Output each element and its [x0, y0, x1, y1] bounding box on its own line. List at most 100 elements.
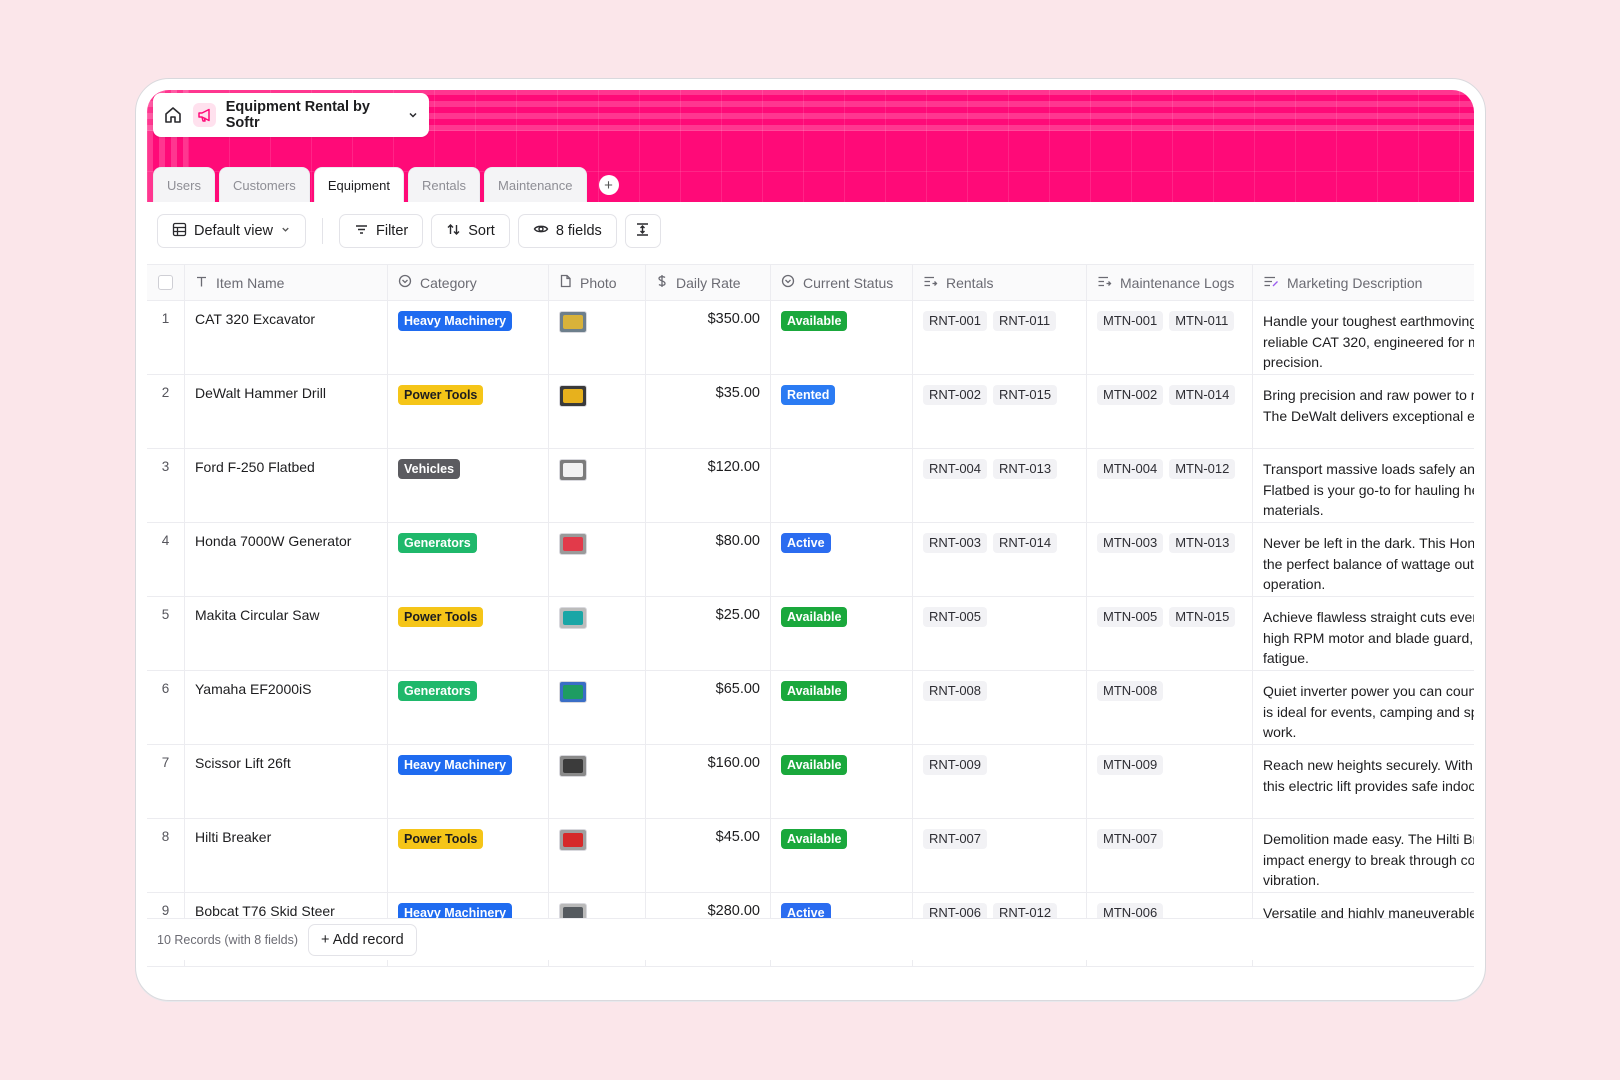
maintenance-link-chip[interactable]: MTN-014 — [1169, 385, 1236, 405]
rental-link-chip[interactable]: RNT-015 — [993, 385, 1058, 405]
rental-link-chip[interactable]: RNT-007 — [923, 829, 988, 849]
status-cell[interactable]: Available — [771, 671, 913, 744]
rental-link-chip[interactable]: RNT-002 — [923, 385, 988, 405]
table-row[interactable]: 5 Makita Circular Saw Power Tools $25.00 Ava… — [147, 597, 1474, 671]
fields-button[interactable]: 8 fields — [517, 214, 617, 248]
photo-cell[interactable] — [549, 523, 646, 596]
photo-cell[interactable] — [549, 597, 646, 670]
rentals-cell[interactable]: RNT-003 RNT-014 — [913, 523, 1087, 596]
table-row[interactable]: 2 DeWalt Hammer Drill Power Tools $35.00 Ren… — [147, 375, 1474, 449]
rental-link-chip[interactable]: RNT-008 — [923, 681, 988, 701]
category-cell[interactable]: Power Tools — [388, 597, 549, 670]
rentals-cell[interactable]: RNT-004 RNT-013 — [913, 449, 1087, 522]
item-name-cell[interactable]: Scissor Lift 26ft — [185, 745, 388, 818]
maintenance-link-chip[interactable]: MTN-008 — [1097, 681, 1164, 701]
maintenance-link-chip[interactable]: MTN-005 — [1097, 607, 1164, 627]
rental-link-chip[interactable]: RNT-004 — [923, 459, 988, 479]
tab-rentals[interactable]: Rentals — [407, 167, 481, 202]
generator-photo[interactable] — [559, 533, 587, 555]
rental-link-chip[interactable]: RNT-003 — [923, 533, 988, 553]
truck-photo[interactable] — [559, 459, 587, 481]
maintenance-link-chip[interactable]: MTN-002 — [1097, 385, 1164, 405]
status-cell[interactable]: Rented — [771, 375, 913, 448]
item-name-cell[interactable]: Yamaha EF2000iS — [185, 671, 388, 744]
row-height-button[interactable] — [624, 214, 661, 248]
daily-rate-cell[interactable]: $45.00 — [646, 819, 771, 892]
category-cell[interactable]: Generators — [388, 523, 549, 596]
status-cell[interactable]: Active — [771, 523, 913, 596]
table-row[interactable]: 4 Honda 7000W Generator Generators $80.00 Ac… — [147, 523, 1474, 597]
filter-button[interactable]: Filter — [338, 214, 424, 248]
rental-link-chip[interactable]: RNT-011 — [993, 311, 1057, 331]
view-selector[interactable]: Default view — [157, 214, 306, 248]
rentals-cell[interactable]: RNT-008 — [913, 671, 1087, 744]
item-name-cell[interactable]: Makita Circular Saw — [185, 597, 388, 670]
daily-rate-cell[interactable]: $160.00 — [646, 745, 771, 818]
maintenance-link-chip[interactable]: MTN-001 — [1097, 311, 1164, 331]
description-cell[interactable]: Versatile and highly maneuverable for an… — [1253, 893, 1474, 966]
rental-link-chip[interactable]: RNT-014 — [993, 533, 1058, 553]
table-row[interactable]: 3 Ford F-250 Flatbed Vehicles $120.00 RNT-00… — [147, 449, 1474, 523]
table-row[interactable]: 1 CAT 320 Excavator Heavy Machinery $350.00… — [147, 301, 1474, 375]
description-cell[interactable]: Never be left in the dark. This Honda 70… — [1253, 523, 1474, 596]
drill-photo[interactable] — [559, 385, 587, 407]
tab-maintenance[interactable]: Maintenance — [484, 167, 587, 202]
home-icon[interactable] — [163, 104, 183, 126]
rental-link-chip[interactable]: RNT-013 — [993, 459, 1058, 479]
add-record-button[interactable]: + Add record — [308, 923, 417, 956]
maintenance-link-chip[interactable]: MTN-007 — [1097, 829, 1164, 849]
column-header-daily-rate[interactable]: Daily Rate — [646, 265, 771, 300]
maintenance-link-chip[interactable]: MTN-003 — [1097, 533, 1164, 553]
maintenance-cell[interactable]: MTN-008 — [1087, 671, 1253, 744]
column-header-rentals[interactable]: Rentals — [913, 265, 1087, 300]
table-row[interactable]: 7 Scissor Lift 26ft Heavy Machinery $160.00… — [147, 745, 1474, 819]
description-cell[interactable]: Achieve flawless straight cuts every tim… — [1253, 597, 1474, 670]
maintenance-cell[interactable]: MTN-001 MTN-011 — [1087, 301, 1253, 374]
category-cell[interactable]: Power Tools — [388, 375, 549, 448]
maintenance-cell[interactable]: MTN-004 MTN-012 — [1087, 449, 1253, 522]
status-cell[interactable]: Available — [771, 819, 913, 892]
maintenance-link-chip[interactable]: MTN-013 — [1169, 533, 1236, 553]
description-cell[interactable]: Quiet inverter power you can count on. T… — [1253, 671, 1474, 744]
rentals-cell[interactable]: RNT-001 RNT-011 — [913, 301, 1087, 374]
item-name-cell[interactable]: Honda 7000W Generator — [185, 523, 388, 596]
category-cell[interactable]: Heavy Machinery — [388, 301, 549, 374]
status-cell[interactable]: Available — [771, 301, 913, 374]
daily-rate-cell[interactable]: $35.00 — [646, 375, 771, 448]
description-cell[interactable]: Reach new heights securely. With a stabl… — [1253, 745, 1474, 818]
inverter-photo[interactable] — [559, 681, 587, 703]
daily-rate-cell[interactable]: $25.00 — [646, 597, 771, 670]
tab-equipment[interactable]: Equipment — [313, 167, 404, 202]
table-row[interactable]: 6 Yamaha EF2000iS Generators $65.00 Availabl… — [147, 671, 1474, 745]
photo-cell[interactable] — [549, 671, 646, 744]
column-header-category[interactable]: Category — [388, 265, 549, 300]
column-header-item-name[interactable]: Item Name — [185, 265, 388, 300]
tab-customers[interactable]: Customers — [218, 167, 310, 202]
maintenance-cell[interactable]: MTN-007 — [1087, 819, 1253, 892]
column-header-current-status[interactable]: Current Status — [771, 265, 913, 300]
saw-photo[interactable] — [559, 607, 587, 629]
rentals-cell[interactable]: RNT-007 — [913, 819, 1087, 892]
item-name-cell[interactable]: DeWalt Hammer Drill — [185, 375, 388, 448]
daily-rate-cell[interactable]: $350.00 — [646, 301, 771, 374]
column-header-maintenance-logs[interactable]: Maintenance Logs — [1087, 265, 1253, 300]
tab-users[interactable]: Users — [153, 167, 215, 202]
item-name-cell[interactable]: Ford F-250 Flatbed — [185, 449, 388, 522]
rentals-cell[interactable]: RNT-009 — [913, 745, 1087, 818]
rentals-cell[interactable]: RNT-002 RNT-015 — [913, 375, 1087, 448]
category-cell[interactable]: Power Tools — [388, 819, 549, 892]
maintenance-link-chip[interactable]: MTN-012 — [1169, 459, 1236, 479]
item-name-cell[interactable]: CAT 320 Excavator — [185, 301, 388, 374]
photo-cell[interactable] — [549, 819, 646, 892]
rentals-cell[interactable]: RNT-005 — [913, 597, 1087, 670]
description-cell[interactable]: Handle your toughest earthmoving jobs wi… — [1253, 301, 1474, 374]
add-tab-icon[interactable]: + — [598, 175, 619, 195]
description-cell[interactable]: Demolition made easy. The Hilti Breaker … — [1253, 819, 1474, 892]
table-row[interactable]: 8 Hilti Breaker Power Tools $45.00 Available… — [147, 819, 1474, 893]
daily-rate-cell[interactable]: $65.00 — [646, 671, 771, 744]
maintenance-link-chip[interactable]: MTN-011 — [1169, 311, 1235, 331]
description-cell[interactable]: Transport massive loads safely and secur… — [1253, 449, 1474, 522]
excavator-photo[interactable] — [559, 311, 587, 333]
rental-link-chip[interactable]: RNT-005 — [923, 607, 988, 627]
daily-rate-cell[interactable]: $80.00 — [646, 523, 771, 596]
